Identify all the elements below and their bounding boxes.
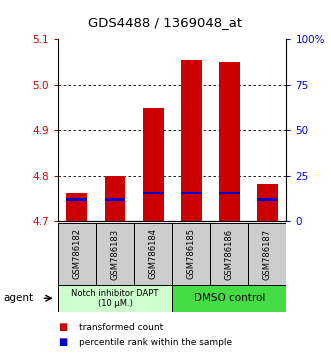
Bar (143, 108, 164, 221)
Bar (172, 285, 286, 312)
Bar (67, 193, 87, 221)
Bar (105, 198, 125, 201)
Text: agent: agent (3, 293, 33, 303)
Bar (257, 198, 278, 201)
Bar (58, 223, 96, 285)
Bar (181, 192, 202, 194)
Bar (257, 184, 278, 221)
Text: GSM786182: GSM786182 (72, 228, 81, 280)
Bar (181, 61, 202, 221)
Bar (134, 223, 172, 285)
Bar (67, 198, 87, 201)
Bar (172, 223, 210, 285)
Text: ■: ■ (58, 337, 67, 347)
Text: GSM786184: GSM786184 (149, 228, 158, 280)
Bar (219, 62, 240, 221)
Bar (58, 285, 172, 312)
Text: ■: ■ (58, 322, 67, 332)
Text: GSM786185: GSM786185 (187, 228, 196, 280)
Text: GDS4488 / 1369048_at: GDS4488 / 1369048_at (88, 16, 243, 29)
Bar (96, 223, 134, 285)
Text: transformed count: transformed count (79, 323, 164, 332)
Bar (105, 176, 125, 221)
Bar (248, 223, 286, 285)
Text: DMSO control: DMSO control (194, 293, 265, 303)
Bar (210, 223, 248, 285)
Text: GSM786183: GSM786183 (111, 228, 119, 280)
Text: percentile rank within the sample: percentile rank within the sample (79, 338, 233, 347)
Bar (219, 192, 240, 194)
Text: GSM786187: GSM786187 (263, 228, 272, 280)
Text: GSM786186: GSM786186 (225, 228, 234, 280)
Bar (143, 192, 164, 194)
Text: Notch inhibitor DAPT
(10 μM.): Notch inhibitor DAPT (10 μM.) (71, 289, 159, 308)
